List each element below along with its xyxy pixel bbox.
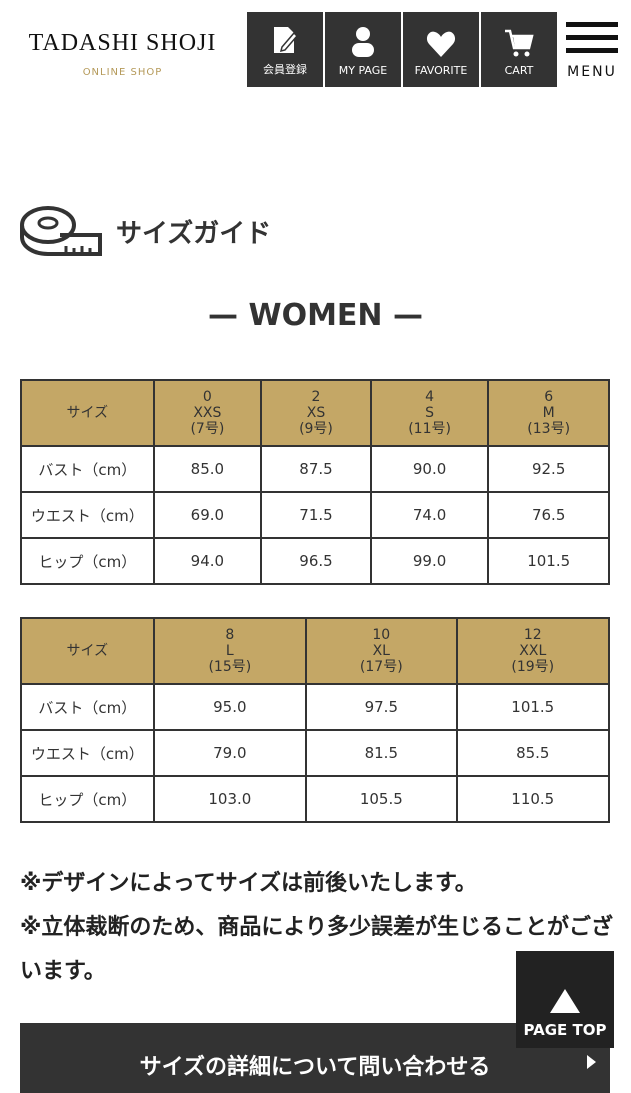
arrow-up-icon xyxy=(550,989,580,1013)
register-button[interactable]: 会員登録 xyxy=(247,12,323,87)
column-header: 2 XS (9号) xyxy=(260,379,372,447)
menu-label: MENU xyxy=(567,64,617,80)
table-row: ウエスト（cm） 79.0 81.5 85.5 xyxy=(20,729,611,777)
note: ※立体裁断のため、商品により多少誤差が生じることがございます。 xyxy=(20,915,613,984)
cart-label: CART xyxy=(504,64,534,77)
section-heading: — WOMEN — xyxy=(208,298,423,333)
column-header: 4 S (11号) xyxy=(369,379,490,447)
table-row: バスト（cm） 95.0 97.5 101.5 xyxy=(20,683,611,731)
cart-icon xyxy=(505,29,534,57)
column-header: 6 M (13号) xyxy=(487,379,610,447)
measuring-tape-icon xyxy=(20,206,102,256)
table-row: ヒップ（cm） 103.0 105.5 110.5 xyxy=(20,775,611,823)
table-cell: 79.0 xyxy=(152,729,308,777)
row-label: ウエスト（cm） xyxy=(20,491,155,539)
row-label: バスト（cm） xyxy=(20,445,155,493)
column-header: サイズ xyxy=(20,617,155,685)
table-cell: 69.0 xyxy=(152,491,263,539)
table-row: ウエスト（cm） 69.0 71.5 74.0 76.5 xyxy=(20,491,610,539)
row-label: ヒップ（cm） xyxy=(20,775,155,823)
row-label: ヒップ（cm） xyxy=(20,537,155,585)
table-cell: 71.5 xyxy=(260,491,372,539)
table-cell: 76.5 xyxy=(487,491,610,539)
menu-button[interactable]: MENU xyxy=(566,22,618,80)
logo[interactable]: TADASHI SHOJI ONLINE SHOP xyxy=(20,30,225,78)
table-cell: 94.0 xyxy=(152,537,263,585)
register-icon xyxy=(274,27,298,53)
size-inquiry-label: サイズの詳細について問い合わせる xyxy=(139,1055,491,1080)
column-header: 8 L (15号) xyxy=(152,617,308,685)
size-table-1: サイズ 0 XXS (7号) 2 XS (9号) 4 S (11号) 6 M (13号)… xyxy=(20,379,610,585)
column-header: 12 XXL (19号) xyxy=(455,617,611,685)
table-cell: 99.0 xyxy=(369,537,490,585)
favorite-label: FAVORITE xyxy=(414,64,468,77)
table-header-row: サイズ 0 XXS (7号) 2 XS (9号) 4 S (11号) 6 M (13号) xyxy=(20,379,610,447)
table-cell: 96.5 xyxy=(260,537,372,585)
header-nav: 会員登録 MY PAGE FAVORITE CART xyxy=(247,12,557,87)
table-header-row: サイズ 8 L (15号) 10 XL (17号) 12 XXL (19号) xyxy=(20,617,611,685)
page-title: サイズガイド xyxy=(20,205,271,257)
register-label: 会員登録 xyxy=(263,63,307,76)
page-title-text: サイズガイド xyxy=(116,218,272,249)
user-icon xyxy=(352,27,374,57)
page-top-button[interactable]: PAGE TOP xyxy=(516,951,614,1048)
column-header: 0 XXS (7号) xyxy=(152,379,263,447)
table-cell: 95.0 xyxy=(152,683,308,731)
table-cell: 103.0 xyxy=(152,775,308,823)
table-cell: 85.0 xyxy=(152,445,263,493)
table-cell: 101.5 xyxy=(487,537,610,585)
chevron-right-icon xyxy=(587,1055,596,1069)
note: ※デザインによってサイズは前後いたします。 xyxy=(20,871,477,896)
column-header: 10 XL (17号) xyxy=(305,617,458,685)
column-header: サイズ xyxy=(20,379,155,447)
size-table-2: サイズ 8 L (15号) 10 XL (17号) 12 XXL (19号) バスト（c… xyxy=(20,617,611,823)
page-top-label: PAGE TOP xyxy=(523,1021,607,1039)
cart-button[interactable]: CART xyxy=(481,12,557,87)
table-cell: 81.5 xyxy=(305,729,458,777)
table-row: バスト（cm） 85.0 87.5 90.0 92.5 xyxy=(20,445,610,493)
my-page-label: MY PAGE xyxy=(338,64,388,77)
row-label: バスト（cm） xyxy=(20,683,155,731)
notes: ※デザインによってサイズは前後いたします。 ※立体裁断のため、商品により多少誤差… xyxy=(20,862,620,994)
menu-icon xyxy=(566,22,618,27)
table-cell: 101.5 xyxy=(455,683,611,731)
logo-subtext: ONLINE SHOP xyxy=(82,67,163,78)
table-cell: 85.5 xyxy=(455,729,611,777)
table-cell: 87.5 xyxy=(260,445,372,493)
table-cell: 110.5 xyxy=(455,775,611,823)
table-cell: 105.5 xyxy=(305,775,458,823)
favorite-button[interactable]: FAVORITE xyxy=(403,12,479,87)
logo-text: TADASHI SHOJI xyxy=(28,30,217,56)
table-row: ヒップ（cm） 94.0 96.5 99.0 101.5 xyxy=(20,537,610,585)
my-page-button[interactable]: MY PAGE xyxy=(325,12,401,87)
row-label: ウエスト（cm） xyxy=(20,729,155,777)
table-cell: 74.0 xyxy=(369,491,490,539)
heart-icon xyxy=(426,31,456,57)
table-cell: 97.5 xyxy=(305,683,458,731)
table-cell: 92.5 xyxy=(487,445,610,493)
table-cell: 90.0 xyxy=(369,445,490,493)
